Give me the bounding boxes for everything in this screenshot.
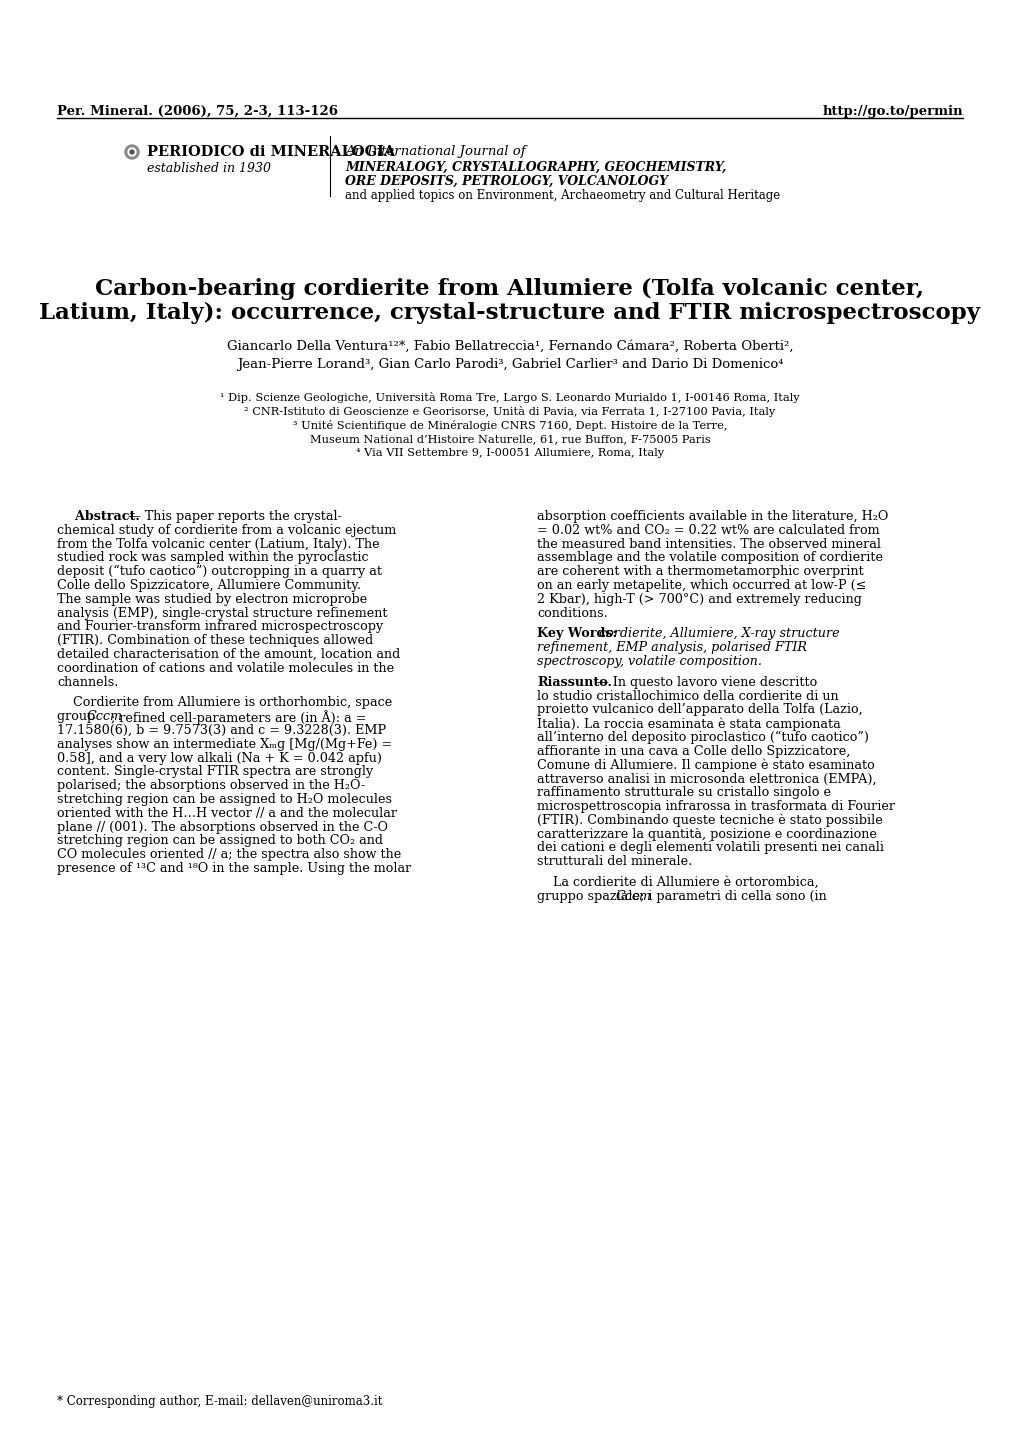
Text: from the Tolfa volcanic center (Latium, Italy). The: from the Tolfa volcanic center (Latium, … — [57, 537, 379, 550]
Text: * Corresponding author, E-mail: dellaven@uniroma3.it: * Corresponding author, E-mail: dellaven… — [57, 1395, 382, 1408]
Text: — This paper reports the crystal-: — This paper reports the crystal- — [124, 510, 341, 523]
Text: and Fourier-transform infrared microspectroscopy: and Fourier-transform infrared microspec… — [57, 621, 383, 634]
Text: polarised; the absorptions observed in the H₂O-: polarised; the absorptions observed in t… — [57, 779, 365, 792]
Text: strutturali del minerale.: strutturali del minerale. — [536, 855, 692, 868]
Text: (FTIR). Combinando queste tecniche è stato possibile: (FTIR). Combinando queste tecniche è sta… — [536, 814, 881, 828]
Text: PERIODICO di MINERALOGIA: PERIODICO di MINERALOGIA — [147, 145, 395, 158]
Text: Giancarlo Della Ventura¹²*, Fabio Bellatreccia¹, Fernando Cámara², Roberta Obert: Giancarlo Della Ventura¹²*, Fabio Bellat… — [226, 340, 793, 353]
Text: coordination of cations and volatile molecules in the: coordination of cations and volatile mol… — [57, 662, 393, 675]
Text: conditions.: conditions. — [536, 606, 607, 619]
Text: Colle dello Spizzicatore, Allumiere Community.: Colle dello Spizzicatore, Allumiere Comm… — [57, 579, 361, 592]
Text: are coherent with a thermometamorphic overprint: are coherent with a thermometamorphic ov… — [536, 564, 863, 579]
Text: affiorante in una cava a Colle dello Spizzicatore,: affiorante in una cava a Colle dello Spi… — [536, 744, 850, 757]
Text: Latium, Italy): occurrence, crystal-structure and FTIR microspectroscopy: Latium, Italy): occurrence, crystal-stru… — [40, 302, 979, 324]
Circle shape — [125, 145, 139, 158]
Text: = 0.02 wt% and CO₂ = 0.22 wt% are calculated from: = 0.02 wt% and CO₂ = 0.22 wt% are calcul… — [536, 524, 878, 537]
Text: ³ Unité Scientifique de Minéralogie CNRS 7160, Dept. Histoire de la Terre,: ³ Unité Scientifique de Minéralogie CNRS… — [292, 420, 727, 431]
Text: dei cationi e degli elementi volatili presenti nei canali: dei cationi e degli elementi volatili pr… — [536, 841, 883, 854]
Text: Cccm: Cccm — [615, 890, 651, 903]
Text: assemblage and the volatile composition of cordierite: assemblage and the volatile composition … — [536, 552, 882, 564]
Text: deposit (“tufo caotico”) outcropping in a quarry at: deposit (“tufo caotico”) outcropping in … — [57, 564, 382, 579]
Text: Cordierite from Allumiere is orthorhombic, space: Cordierite from Allumiere is orthorhombi… — [57, 697, 392, 710]
Text: Museum National d’Histoire Naturelle, 61, rue Buffon, F-75005 Paris: Museum National d’Histoire Naturelle, 61… — [310, 433, 709, 444]
Text: raffinamento strutturale su cristallo singolo e: raffinamento strutturale su cristallo si… — [536, 786, 830, 799]
Text: absorption coefficients available in the literature, H₂O: absorption coefficients available in the… — [536, 510, 888, 523]
Text: plane // (001). The absorptions observed in the C-O: plane // (001). The absorptions observed… — [57, 821, 387, 834]
Text: refinement, EMP analysis, polarised FTIR: refinement, EMP analysis, polarised FTIR — [536, 641, 806, 654]
Text: La cordierite di Allumiere è ortorombica,: La cordierite di Allumiere è ortorombica… — [536, 876, 818, 888]
Text: cordierite, Allumiere, X-ray structure: cordierite, Allumiere, X-ray structure — [594, 628, 839, 641]
Text: ⁴ Via VII Settembre 9, I-00051 Allumiere, Roma, Italy: ⁴ Via VII Settembre 9, I-00051 Allumiere… — [356, 448, 663, 458]
Text: gruppo spaziale: gruppo spaziale — [536, 890, 643, 903]
Text: 0.58], and a very low alkali (Na + K = 0.042 apfu): 0.58], and a very low alkali (Na + K = 0… — [57, 752, 382, 765]
Text: stretching region can be assigned to both CO₂ and: stretching region can be assigned to bot… — [57, 834, 382, 847]
Text: analysis (EMP), single-crystal structure refinement: analysis (EMP), single-crystal structure… — [57, 606, 387, 619]
Text: presence of ¹³C and ¹⁸O in the sample. Using the molar: presence of ¹³C and ¹⁸O in the sample. U… — [57, 863, 411, 876]
Text: stretching region can be assigned to H₂O molecules: stretching region can be assigned to H₂O… — [57, 793, 391, 806]
Text: and applied topics on Environment, Archaeometry and Cultural Heritage: and applied topics on Environment, Archa… — [344, 189, 780, 202]
Circle shape — [129, 150, 133, 154]
Text: ; refined cell-parameters are (in Å): a =: ; refined cell-parameters are (in Å): a … — [111, 710, 366, 726]
Text: channels.: channels. — [57, 675, 118, 688]
Text: Abstract.: Abstract. — [57, 510, 140, 523]
Text: all’interno del deposito piroclastico (“tufo caotico”): all’interno del deposito piroclastico (“… — [536, 732, 868, 744]
Text: Italia). La roccia esaminata è stata campionata: Italia). La roccia esaminata è stata cam… — [536, 717, 840, 730]
Text: ; i parametri di cella sono (in: ; i parametri di cella sono (in — [639, 890, 826, 903]
Text: lo studio cristallochimico della cordierite di un: lo studio cristallochimico della cordier… — [536, 690, 838, 703]
Text: on an early metapelite, which occurred at low-P (≤: on an early metapelite, which occurred a… — [536, 579, 865, 592]
Text: caratterizzare la quantità, posizione e coordinazione: caratterizzare la quantità, posizione e … — [536, 828, 876, 841]
Text: The sample was studied by electron microprobe: The sample was studied by electron micro… — [57, 593, 367, 606]
Circle shape — [127, 148, 136, 156]
Text: spectroscopy, volatile composition.: spectroscopy, volatile composition. — [536, 655, 761, 668]
Text: detailed characterisation of the amount, location and: detailed characterisation of the amount,… — [57, 648, 399, 661]
Text: Cccm: Cccm — [87, 710, 123, 723]
Text: oriented with the H…H vector // a and the molecular: oriented with the H…H vector // a and th… — [57, 806, 396, 819]
Text: microspettroscopia infrarossa in trasformata di Fourier: microspettroscopia infrarossa in trasfor… — [536, 801, 894, 814]
Text: Jean-Pierre Lorand³, Gian Carlo Parodi³, Gabriel Carlier³ and Dario Di Domenico⁴: Jean-Pierre Lorand³, Gian Carlo Parodi³,… — [236, 359, 783, 372]
Text: CO molecules oriented // a; the spectra also show the: CO molecules oriented // a; the spectra … — [57, 848, 400, 861]
Text: group: group — [57, 710, 99, 723]
Text: content. Single-crystal FTIR spectra are strongly: content. Single-crystal FTIR spectra are… — [57, 766, 373, 779]
Text: Key Words:: Key Words: — [536, 628, 616, 641]
Text: the measured band intensities. The observed mineral: the measured band intensities. The obser… — [536, 537, 880, 550]
Text: established in 1930: established in 1930 — [147, 161, 271, 176]
Text: ² CNR-Istituto di Geoscienze e Georisorse, Unità di Pavia, via Ferrata 1, I-2710: ² CNR-Istituto di Geoscienze e Georisors… — [245, 406, 774, 418]
Text: analyses show an intermediate Xₘg [Mg/(Mg+Fe) =: analyses show an intermediate Xₘg [Mg/(M… — [57, 737, 392, 750]
Text: studied rock was sampled within the pyroclastic: studied rock was sampled within the pyro… — [57, 552, 368, 564]
Text: proietto vulcanico dell’apparato della Tolfa (Lazio,: proietto vulcanico dell’apparato della T… — [536, 703, 862, 716]
Text: MINERALOGY, CRYSTALLOGRAPHY, GEOCHEMISTRY,: MINERALOGY, CRYSTALLOGRAPHY, GEOCHEMISTR… — [344, 161, 726, 174]
Text: ¹ Dip. Scienze Geologiche, Università Roma Tre, Largo S. Leonardo Murialdo 1, I-: ¹ Dip. Scienze Geologiche, Università Ro… — [220, 392, 799, 403]
Text: ORE DEPOSITS, PETROLOGY, VOLCANOLOGY: ORE DEPOSITS, PETROLOGY, VOLCANOLOGY — [344, 176, 667, 189]
Text: 17.1580(6), b = 9.7573(3) and c = 9.3228(3). EMP: 17.1580(6), b = 9.7573(3) and c = 9.3228… — [57, 724, 386, 737]
Text: (FTIR). Combination of these techniques allowed: (FTIR). Combination of these techniques … — [57, 634, 373, 647]
Text: Carbon-bearing cordierite from Allumiere (Tolfa volcanic center,: Carbon-bearing cordierite from Allumiere… — [96, 278, 923, 300]
Text: — In questo lavoro viene descritto: — In questo lavoro viene descritto — [591, 675, 816, 688]
Text: http://go.to/permin: http://go.to/permin — [821, 105, 962, 118]
Text: Riassunto.: Riassunto. — [536, 675, 611, 688]
Text: attraverso analisi in microsonda elettronica (EMPA),: attraverso analisi in microsonda elettro… — [536, 772, 875, 785]
Text: An International Journal of: An International Journal of — [344, 145, 525, 158]
Text: chemical study of cordierite from a volcanic ejectum: chemical study of cordierite from a volc… — [57, 524, 395, 537]
Text: Comune di Allumiere. Il campione è stato esaminato: Comune di Allumiere. Il campione è stato… — [536, 759, 874, 772]
Text: Per. Mineral. (2006), 75, 2-3, 113-126: Per. Mineral. (2006), 75, 2-3, 113-126 — [57, 105, 337, 118]
Text: 2 Kbar), high-T (> 700°C) and extremely reducing: 2 Kbar), high-T (> 700°C) and extremely … — [536, 593, 861, 606]
